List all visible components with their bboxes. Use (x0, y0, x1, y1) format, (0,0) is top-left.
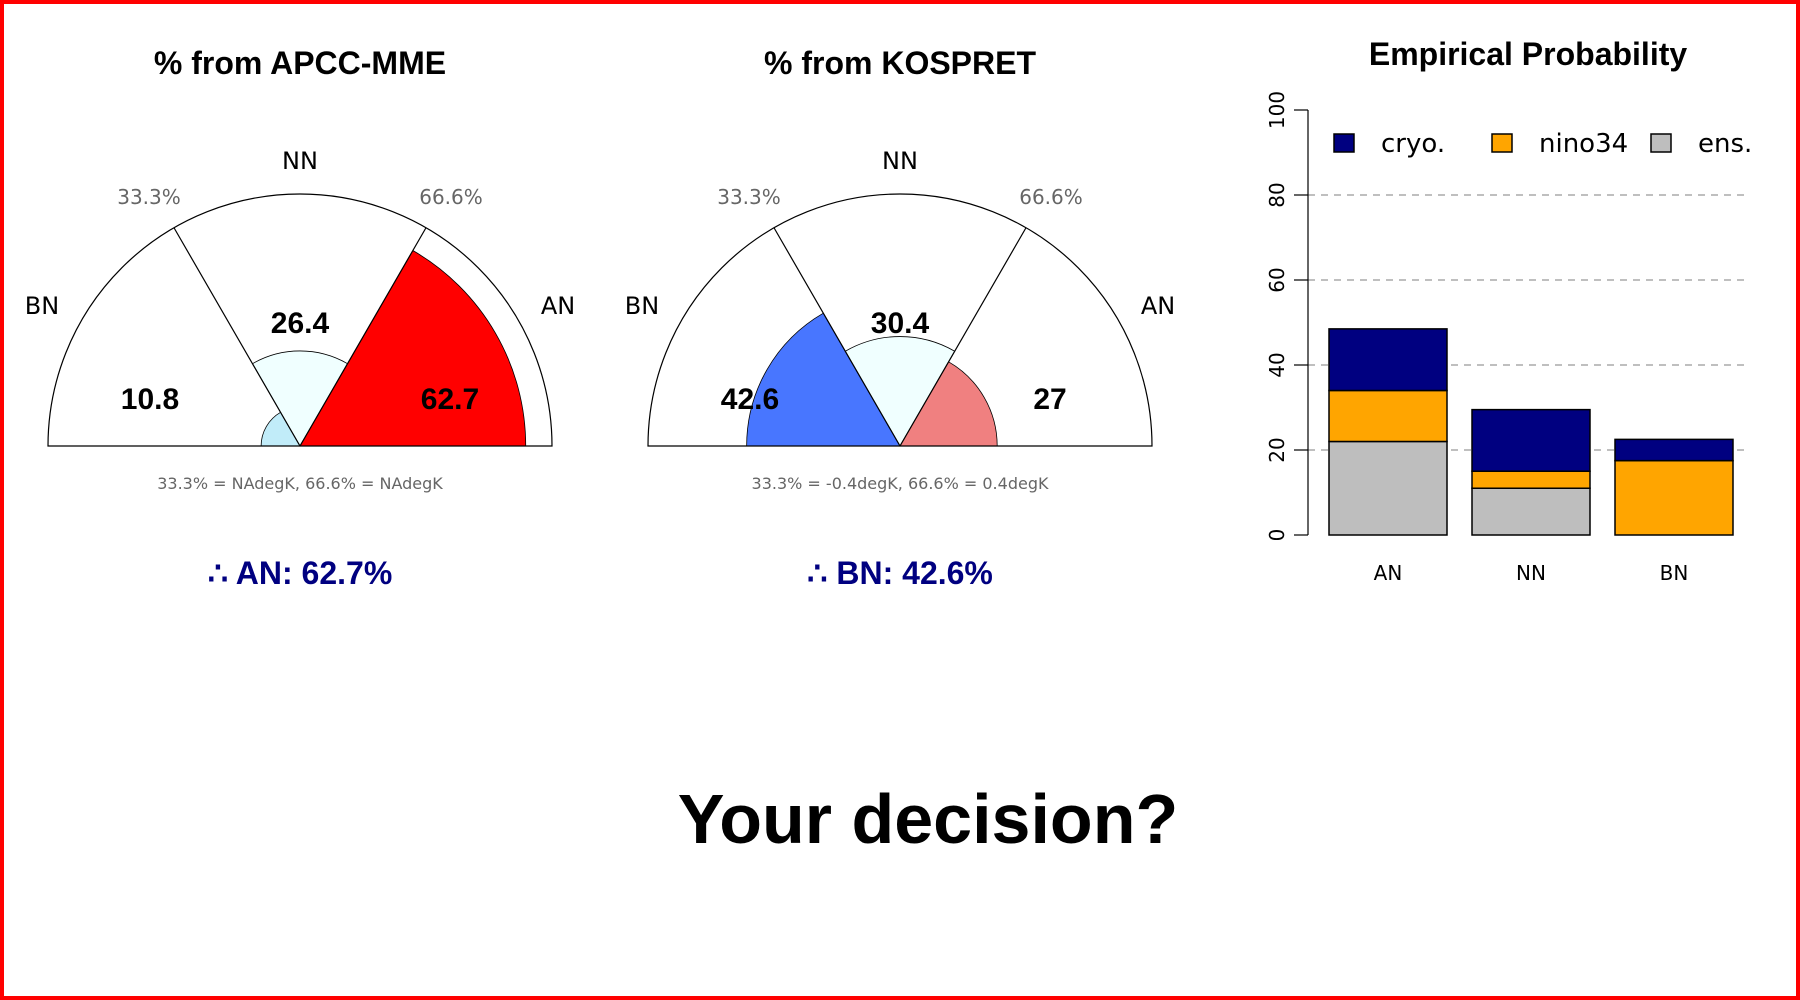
value-label-nn: 26.4 (271, 307, 330, 340)
threshold-label-66: 66.6% (1019, 185, 1083, 209)
category-label-nn: NN (282, 147, 318, 175)
y-tick-label: 40 (1265, 352, 1289, 377)
bar-segment-an-cryo (1328, 328, 1448, 392)
y-tick-label: 80 (1265, 182, 1289, 207)
threshold-label-66: 66.6% (419, 185, 483, 209)
threshold-line-66 (899, 227, 1027, 447)
threshold-line-66 (299, 227, 427, 447)
sector-nn (251, 350, 349, 447)
bar-segment-an-nino34 (1328, 389, 1448, 443)
sector-nn (844, 336, 956, 447)
bar-segment-nn-nino34 (1471, 470, 1591, 489)
threshold-footnote: 33.3% = -0.4degK, 66.6% = 0.4degK (752, 474, 1049, 493)
gauge-outline (647, 193, 1153, 447)
threshold-footnote: 33.3% = NAdegK, 66.6% = NAdegK (157, 474, 443, 493)
threshold-line-33 (173, 227, 301, 447)
gauge-conclusion: ∴ BN: 42.6% (807, 555, 993, 591)
x-tick-label: BN (1660, 561, 1689, 585)
chart-title: Empirical Probability (1369, 36, 1688, 72)
bar-segment-nn-cryo (1471, 408, 1591, 472)
value-label-bn: 42.6 (721, 383, 779, 416)
y-tick-label: 0 (1265, 529, 1289, 542)
gauge-outline (47, 193, 553, 447)
gauge-kospret: % from KOSPRET BN NN AN 33.3% 66.6% 42.6… (625, 45, 1175, 591)
value-label-an: 62.7 (421, 383, 479, 416)
bar-segment-bn-cryo (1614, 438, 1734, 462)
decision-question: Your decision? (678, 780, 1178, 858)
gauge-apcc-mme: % from APCC-MME BN NN AN 33.3% 66.6% 10.… (25, 45, 575, 591)
y-axis: 0 20 40 60 80 100 (1265, 91, 1309, 542)
x-tick-label: NN (1516, 561, 1546, 585)
gauge-title: % from APCC-MME (154, 45, 446, 81)
gauge-sectors (251, 249, 527, 447)
x-axis-labels: AN NN BN (1374, 561, 1689, 585)
value-label-bn: 10.8 (121, 383, 179, 416)
threshold-label-33: 33.3% (117, 185, 181, 209)
y-tick-label: 60 (1265, 267, 1289, 292)
legend: cryo. nino34 ens. (1333, 129, 1752, 159)
bar-segment-nn-ens (1471, 487, 1591, 536)
category-label-bn: BN (625, 292, 659, 320)
legend-label: ens. (1698, 129, 1752, 159)
value-label-an: 27 (1033, 383, 1066, 416)
legend-swatch (1333, 133, 1355, 153)
category-label-bn: BN (25, 292, 59, 320)
y-tick-label: 20 (1265, 437, 1289, 462)
threshold-label-33: 33.3% (717, 185, 781, 209)
sector-an (899, 361, 998, 447)
bar-segment-an-ens (1328, 440, 1448, 536)
empirical-probability-chart: Empirical Probability 0 20 40 60 80 100 AN NN B… (1265, 36, 1752, 585)
category-label-an: AN (541, 292, 575, 320)
category-label-nn: NN (882, 147, 918, 175)
category-label-an: AN (1141, 292, 1175, 320)
value-label-nn: 30.4 (871, 307, 930, 340)
gauge-conclusion: ∴ AN: 62.7% (208, 555, 393, 591)
bars (1328, 328, 1734, 536)
sector-an (299, 249, 527, 447)
threshold-line-33 (773, 227, 901, 447)
bar-segment-bn-nino34 (1614, 459, 1734, 536)
sector-bn (746, 312, 901, 447)
gauge-title: % from KOSPRET (764, 45, 1036, 81)
legend-swatch (1491, 133, 1513, 153)
gauge-sectors (746, 312, 998, 447)
x-tick-label: AN (1374, 561, 1403, 585)
legend-swatch (1650, 133, 1672, 153)
legend-label: cryo. (1381, 129, 1445, 159)
y-tick-label: 100 (1265, 91, 1289, 129)
legend-label: nino34 (1539, 129, 1628, 159)
